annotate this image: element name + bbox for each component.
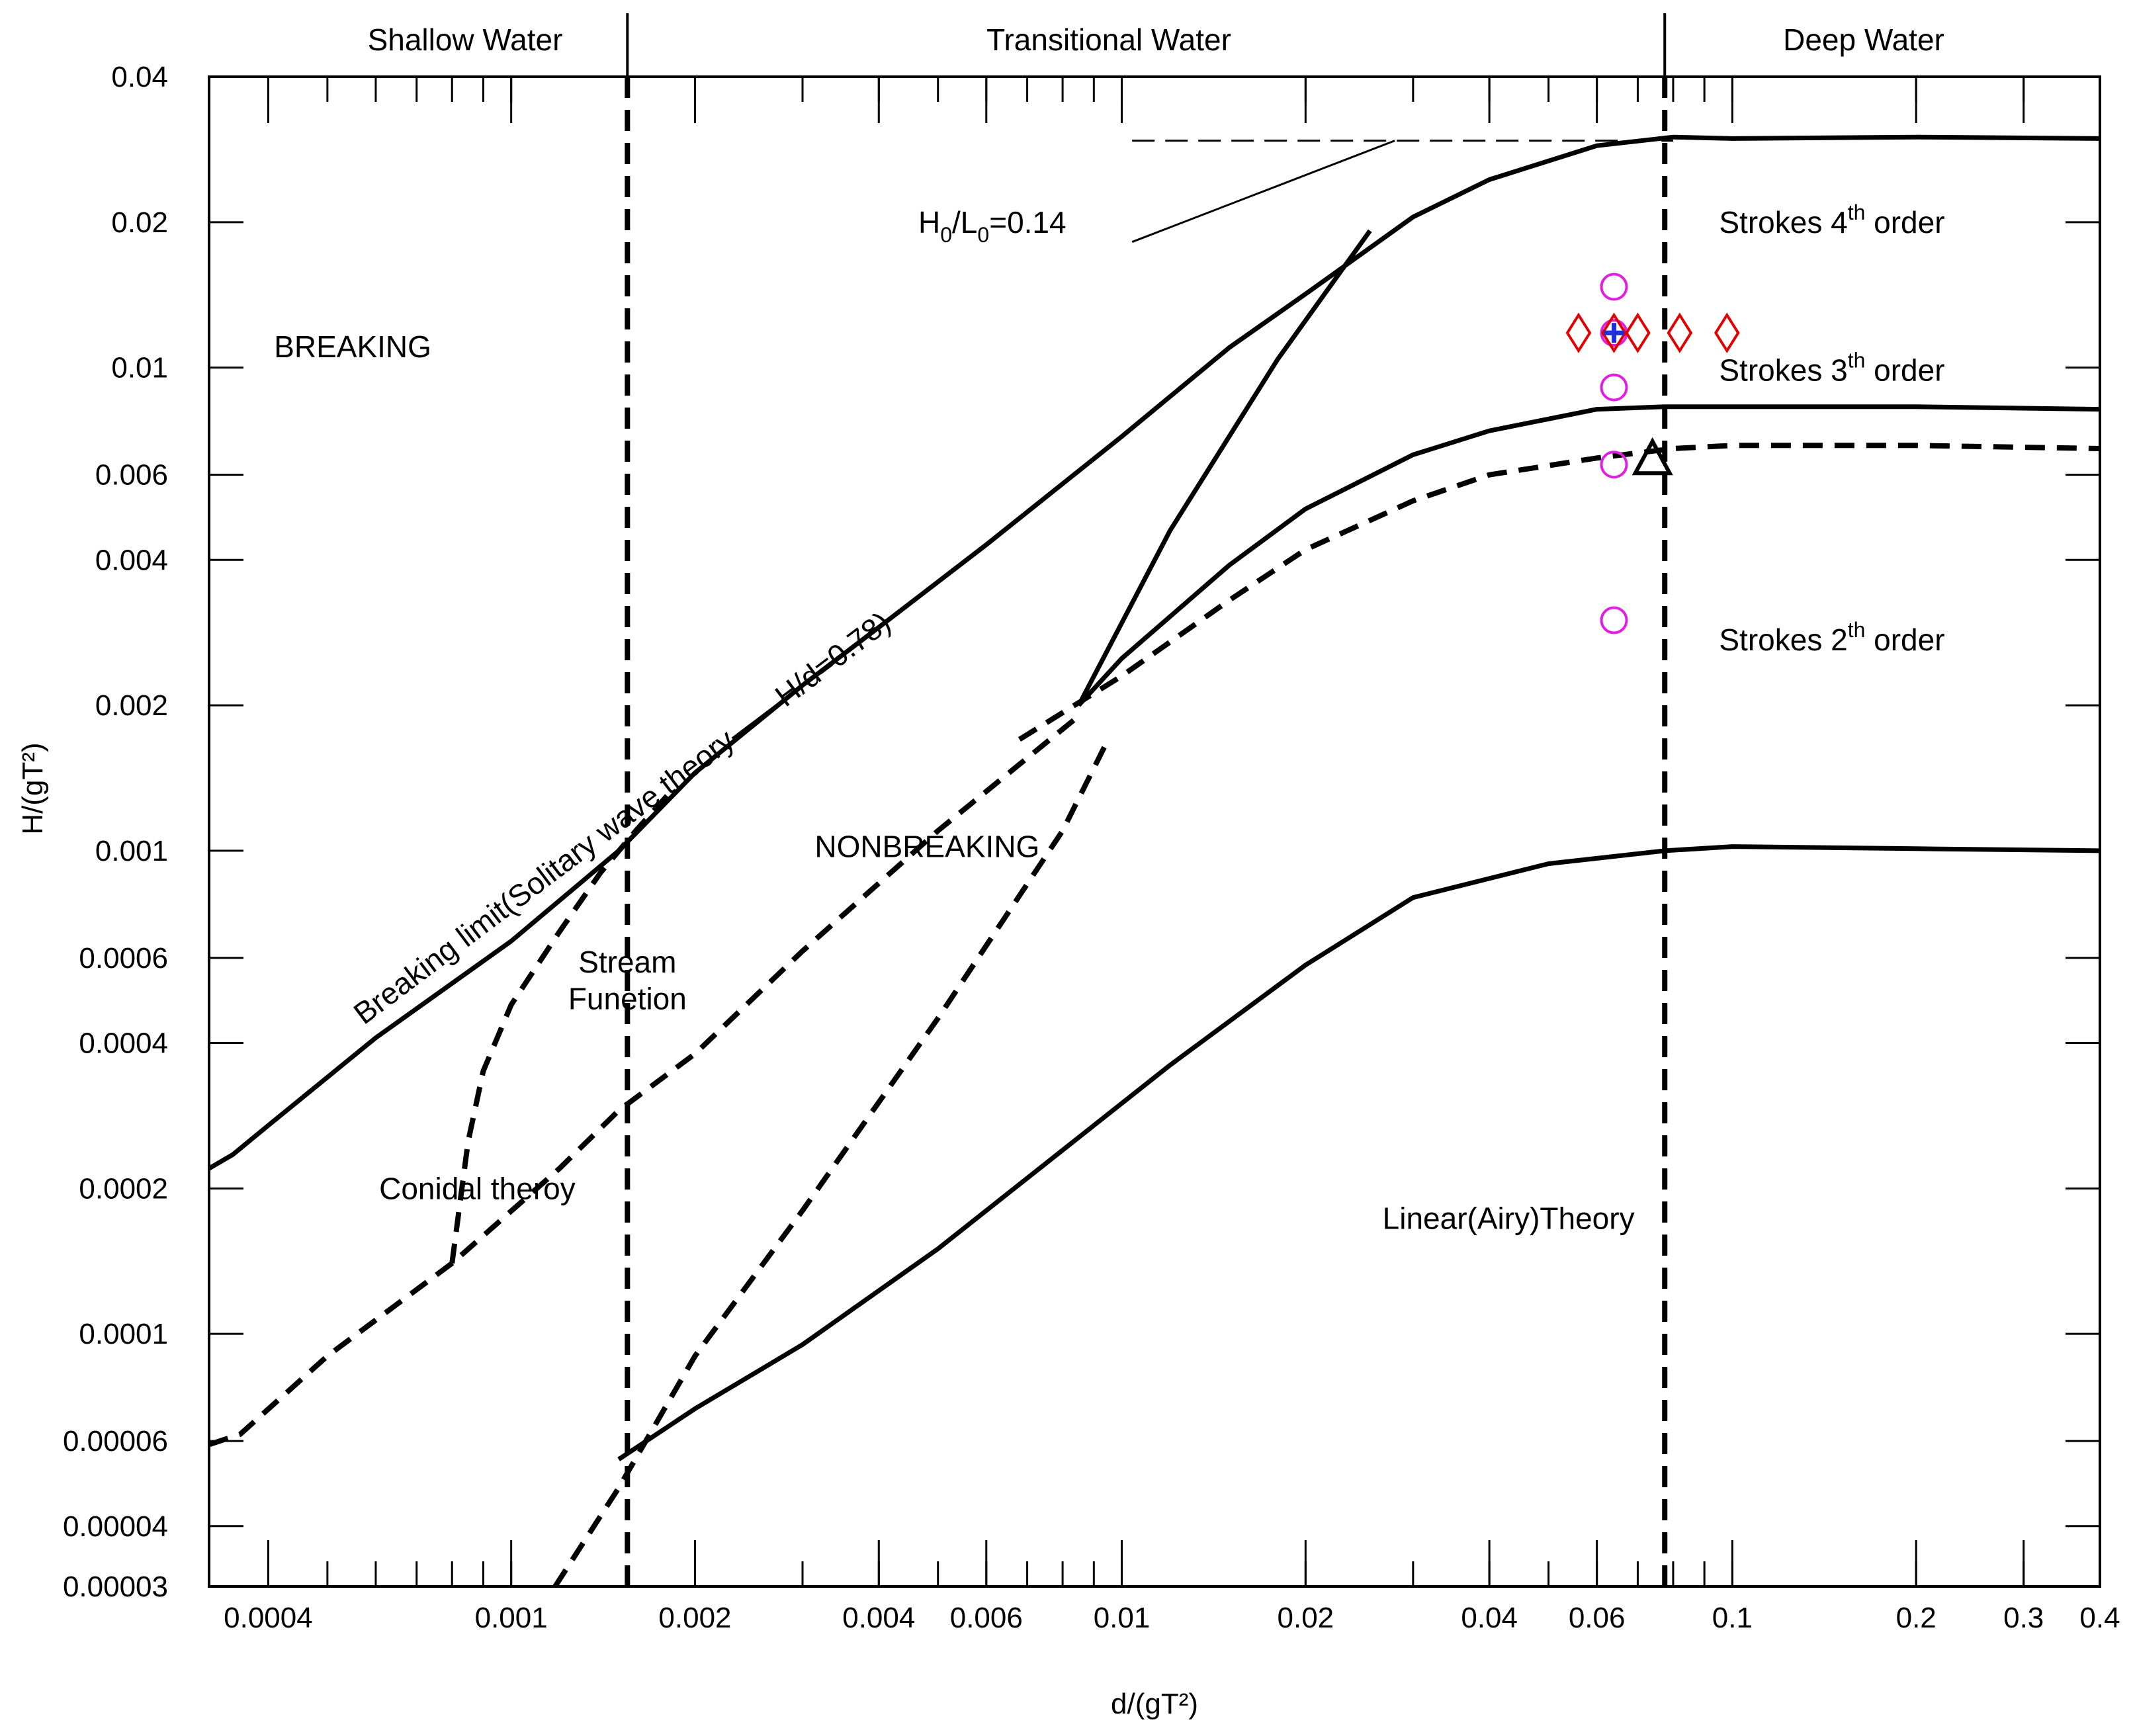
y-tick-label: 0.0001	[79, 1318, 168, 1350]
y-tick-label: 0.004	[95, 544, 168, 576]
curve-stokes-4th-cnoidal-boundary	[1076, 229, 1372, 707]
x-tick-label: 0.04	[1461, 1602, 1518, 1634]
curve-stream-function-left-boundary	[449, 794, 670, 1264]
x-tick-label: 0.01	[1094, 1602, 1151, 1634]
y-axis-title: H/(gT²)	[17, 742, 49, 834]
x-tick-label: 0.4	[2079, 1602, 2120, 1634]
ticks	[209, 75, 2101, 1588]
x-tick-label: 0.3	[2003, 1602, 2044, 1634]
annotation-breaking: BREAKING	[274, 329, 431, 364]
curve-stream-function-cnoidal-diagonal	[552, 738, 1111, 1588]
h0-l0-h-sub: 0	[940, 223, 952, 247]
y-tick-label: 0.00004	[63, 1510, 168, 1543]
marker-cross	[1604, 323, 1624, 343]
x-tick-label: 0.002	[658, 1602, 731, 1634]
curve-stokes-3rd-upper-limit	[1076, 404, 2101, 707]
x-axis-title: d/(gT²)	[1111, 1688, 1198, 1720]
marker-diamond	[1565, 312, 1592, 353]
marker-circle	[1600, 273, 1628, 301]
y-tick-label: 0.006	[95, 459, 168, 492]
y-tick-label: 0.0004	[79, 1027, 168, 1060]
stokes-label-prefix: Strokes 3	[1719, 353, 1847, 387]
stokes-label-prefix: Strokes 2	[1719, 623, 1847, 657]
marker-circle	[1600, 373, 1628, 402]
h0-l0-h: H	[918, 205, 940, 239]
x-tick-label: 0.001	[475, 1602, 548, 1634]
x-tick-label: 0.2	[1896, 1602, 1937, 1634]
tick-labels: 0.0004 0.001 0.002 0.004 0.006 0.01 0.02 0.04 0.…	[63, 61, 2120, 1634]
curve-cnoidal-lower-boundary	[208, 714, 1080, 1448]
x-tick-label: 0.0004	[224, 1602, 313, 1634]
x-tick-label: 0.02	[1278, 1602, 1334, 1634]
marker-diamond	[1667, 312, 1693, 353]
y-tick-label: 0.0002	[79, 1172, 168, 1205]
stokes-label-sup: th	[1848, 618, 1866, 642]
h0-l0-l-sub: 0	[977, 223, 989, 247]
curve-h0-l0-leader	[1131, 140, 1395, 243]
plot-frame	[208, 75, 2101, 1588]
h0-l0-slash: /L	[952, 205, 977, 239]
region-label-deep: Deep Water	[1783, 22, 1944, 57]
region-labels: Shallow Water Transitional Water Deep Wa…	[368, 22, 1944, 57]
annotation-stream-function-2: Funetion	[568, 981, 687, 1016]
annotation-stream-function-1: Stream	[578, 945, 676, 979]
y-tick-label: 0.00006	[63, 1425, 168, 1457]
stokes-label-suffix: order	[1865, 353, 1944, 387]
curves	[208, 134, 2101, 1588]
annotation-nonbreaking: NONBREAKING	[814, 830, 1039, 864]
curve-linear-theory-limit	[617, 844, 2101, 1461]
h0-l0-label: H0/L0=0.14	[918, 205, 1066, 247]
stokes-label-suffix: order	[1865, 623, 1944, 657]
water-depth-boundaries	[625, 13, 1668, 1586]
x-tick-label: 0.06	[1569, 1602, 1626, 1634]
stokes-label-suffix: order	[1865, 205, 1944, 239]
marker-diamond	[1714, 312, 1740, 353]
x-tick-label: 0.004	[842, 1602, 915, 1634]
y-tick-label: 0.001	[95, 835, 168, 867]
y-tick-label: 0.02	[111, 206, 168, 239]
marker-circle	[1600, 451, 1628, 479]
label-stokes-4: Strokes 4th order	[1719, 200, 1944, 239]
y-tick-label: 0.01	[111, 352, 168, 384]
marker-circle	[1600, 606, 1628, 634]
stokes-label-sup: th	[1848, 200, 1866, 224]
x-tick-label: 0.1	[1712, 1602, 1753, 1634]
y-tick-label: 0.0006	[79, 942, 168, 975]
marker-diamond	[1601, 312, 1627, 353]
y-tick-label: 0.04	[111, 61, 168, 93]
y-tick-label: 0.002	[95, 689, 168, 722]
region-label-shallow: Shallow Water	[368, 22, 563, 57]
data-markers	[1565, 273, 1740, 634]
stokes-label-sup: th	[1848, 348, 1866, 372]
label-stokes-3: Strokes 3th order	[1719, 348, 1944, 387]
curve-breaking-limit	[208, 134, 2101, 1171]
region-label-transitional: Transitional Water	[986, 22, 1231, 57]
annotation-cnoidal: Conidal theroy	[379, 1172, 576, 1206]
marker-triangle	[1632, 437, 1673, 476]
x-tick-label: 0.006	[950, 1602, 1023, 1634]
annotation-linear: Linear(Airy)Theory	[1383, 1201, 1635, 1235]
stokes-label-prefix: Strokes 4	[1719, 205, 1847, 239]
y-tick-label: 0.00003	[63, 1571, 168, 1603]
marker-diamond	[1625, 312, 1651, 353]
h0-l0-value: =0.14	[989, 205, 1066, 239]
curve-stokes-2nd-upper-limit	[1018, 443, 2101, 742]
label-stokes-2: Strokes 2th order	[1719, 618, 1944, 657]
